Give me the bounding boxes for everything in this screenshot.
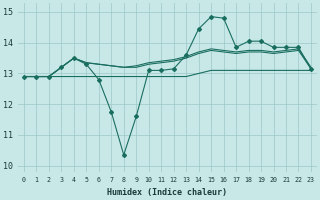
X-axis label: Humidex (Indice chaleur): Humidex (Indice chaleur) bbox=[108, 188, 228, 197]
